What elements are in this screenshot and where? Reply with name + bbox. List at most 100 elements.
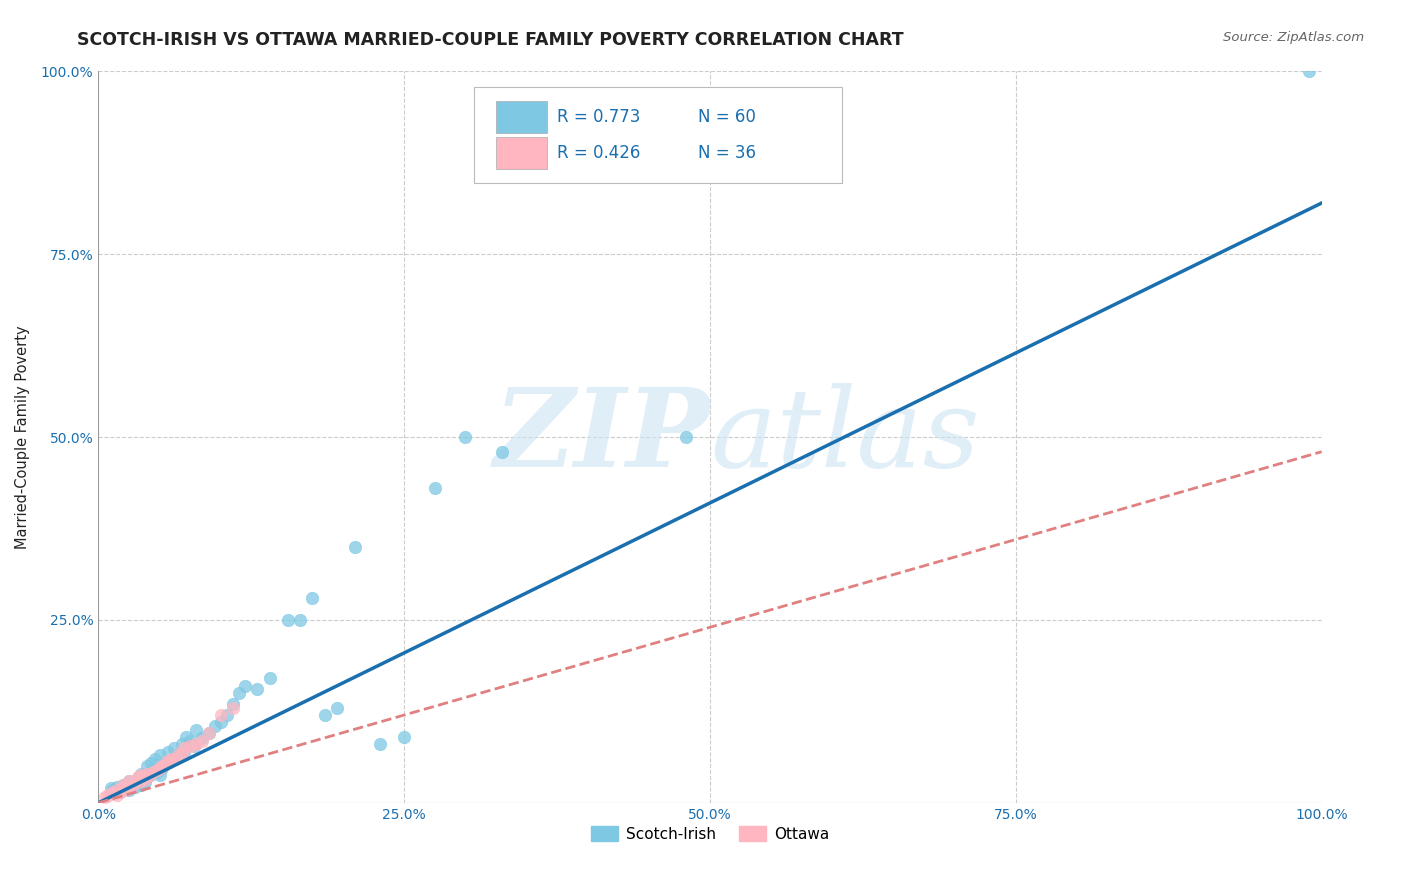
Point [127,770,149,784]
Point [121,778,143,792]
Text: R = 0.426: R = 0.426 [557,145,641,162]
Point [150,761,173,775]
Point [110,785,132,799]
Point [209,715,232,730]
Point [101,785,124,799]
Point [146,763,169,777]
FancyBboxPatch shape [474,87,842,183]
Point [183,739,205,753]
Point [368,737,391,751]
Point [290,613,312,627]
Text: N = 60: N = 60 [697,108,755,126]
Point [173,740,195,755]
Point [160,752,183,766]
Point [157,753,180,767]
Point [100,787,122,801]
Point [118,773,141,788]
Point [314,708,336,723]
Point [163,740,186,755]
Point [129,778,152,792]
Point [149,748,172,763]
Point [132,772,155,787]
Point [179,739,201,753]
Text: ZIP: ZIP [494,384,710,491]
Point [155,756,177,770]
Point [392,730,416,744]
Point [155,756,177,770]
Text: R = 0.773: R = 0.773 [557,108,641,126]
Point [186,737,208,751]
Point [186,723,208,737]
Legend: Scotch-Irish, Ottawa: Scotch-Irish, Ottawa [585,820,835,847]
Point [139,768,162,782]
Point [105,782,128,797]
Point [179,733,201,747]
Point [301,591,323,605]
Point [142,765,165,780]
Point [124,775,146,789]
Point [259,672,281,686]
Point [423,481,446,495]
Point [675,430,697,444]
Point [114,782,136,797]
Text: N = 36: N = 36 [697,145,756,162]
Text: atlas: atlas [710,384,980,491]
Point [136,759,159,773]
Point [204,719,226,733]
Point [197,726,219,740]
Point [277,613,299,627]
Point [215,708,238,723]
Point [197,726,219,740]
Point [114,781,136,796]
Point [127,775,149,789]
Point [100,781,122,796]
Point [167,748,190,763]
Text: Source: ZipAtlas.com: Source: ZipAtlas.com [1223,31,1364,45]
Point [134,772,156,787]
Point [105,780,128,794]
Point [222,700,245,714]
Point [118,780,141,794]
Point [170,737,193,751]
Point [143,752,166,766]
Point [124,780,146,794]
Point [170,746,193,760]
Point [110,785,132,799]
Point [176,730,198,744]
Point [139,768,162,782]
Point [233,679,256,693]
Text: SCOTCH-IRISH VS OTTAWA MARRIED-COUPLE FAMILY POVERTY CORRELATION CHART: SCOTCH-IRISH VS OTTAWA MARRIED-COUPLE FA… [77,31,904,49]
Point [149,761,172,775]
Point [118,773,141,788]
Point [246,682,269,697]
Point [129,768,152,782]
Point [157,745,180,759]
Point [344,540,367,554]
Point [326,700,349,714]
Point [118,782,141,797]
Point [228,686,250,700]
Point [191,731,214,746]
Point [134,775,156,789]
FancyBboxPatch shape [496,101,547,133]
Point [129,773,152,788]
Point [173,745,195,759]
FancyBboxPatch shape [496,137,547,169]
Point [128,770,150,784]
Point [136,770,159,784]
Point [146,765,169,780]
Point [1298,64,1320,78]
Point [142,763,165,777]
Point [93,789,115,804]
Point [454,430,477,444]
Point [101,782,124,797]
Y-axis label: Married-Couple Family Poverty: Married-Couple Family Poverty [15,326,30,549]
Point [129,766,152,780]
Point [491,444,513,458]
Point [136,766,159,780]
Point [97,789,120,803]
Point [150,759,173,773]
Point [222,697,245,711]
Point [111,781,134,796]
Point [121,778,143,792]
